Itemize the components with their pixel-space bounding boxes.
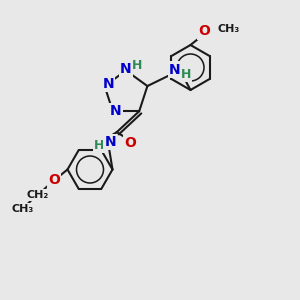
Text: N: N <box>120 62 132 76</box>
Text: O: O <box>124 136 136 150</box>
Text: H: H <box>94 139 104 152</box>
Text: N: N <box>102 76 114 91</box>
Text: N: N <box>110 104 122 118</box>
Text: N: N <box>104 135 116 149</box>
Text: CH₃: CH₃ <box>218 23 240 34</box>
Text: CH₃: CH₃ <box>11 203 34 214</box>
Text: N: N <box>169 62 181 76</box>
Text: CH₂: CH₂ <box>26 190 49 200</box>
Text: O: O <box>198 25 210 38</box>
Text: H: H <box>132 58 142 72</box>
Text: O: O <box>48 173 60 187</box>
Text: H: H <box>181 68 191 80</box>
